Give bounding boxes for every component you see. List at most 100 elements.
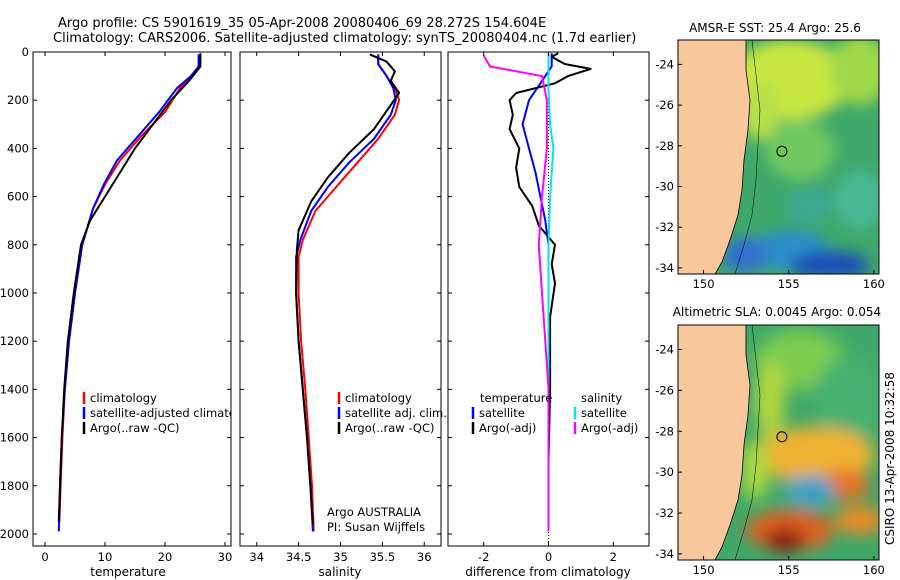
x-tick-label: 2	[610, 550, 617, 564]
temperature-legend: climatology satellite-adjusted climatolo…	[82, 391, 260, 435]
x-tick-label: 30	[218, 550, 233, 564]
pi-credit: PI: Susan Wijffels	[327, 520, 425, 534]
sst-patch	[765, 120, 835, 180]
series-argo-raw-qc	[295, 53, 401, 525]
y-tick-label: 1200	[0, 334, 29, 348]
map-x-tick-label: 155	[778, 563, 800, 577]
sst-land	[678, 40, 750, 274]
series-satellite-adjusted-climatology	[57, 54, 200, 532]
legend-label-satellite: satellite-adjusted climatology	[90, 406, 260, 420]
map-x-tick-label: 150	[693, 277, 715, 291]
sst-map-panel: AMSR-E SST: 25.4 Argo: 25.6	[655, 21, 885, 291]
map-y-tick-label: -34	[655, 547, 674, 561]
salinity-panel: 34 34.5 35 35.5 36 salinity climatology sate…	[239, 51, 447, 579]
sst-patch	[830, 40, 879, 105]
x-tick-label: 0	[545, 550, 552, 564]
x-tick-label: 10	[98, 550, 113, 564]
y-tick-label: 0	[22, 45, 29, 59]
salinity-legend: climatology satellite adj. clim. Argo(..…	[337, 391, 447, 435]
map-y-tick-label: -24	[655, 57, 674, 71]
sst-patch	[790, 251, 870, 274]
series-argo-raw-qc	[57, 53, 202, 522]
sst-coastline	[714, 40, 751, 274]
sla-patch	[755, 360, 785, 440]
series-argo-adj-salinity	[482, 55, 550, 532]
sst-shelf-contour	[734, 40, 761, 274]
legend-label-temp-satellite: satellite	[479, 406, 525, 420]
map-x-tick-label: 150	[693, 563, 715, 577]
map-x-tick-label: 160	[863, 563, 885, 577]
sst-patch	[835, 170, 879, 230]
map-y-tick-label: -26	[655, 98, 674, 112]
sst-float-marker	[776, 145, 788, 157]
y-tick-label: 600	[7, 190, 29, 204]
map-x-tick-label: 155	[778, 277, 800, 291]
sla-patch	[765, 528, 805, 552]
map-x-tick-label: 160	[863, 277, 885, 291]
figure-title-line2: Climatology: CARS2006. Satellite-adjuste…	[53, 31, 636, 46]
legend-header-salinity: salinity	[581, 391, 622, 405]
map-y-tick-label: -24	[655, 343, 674, 357]
x-tick-label: 36	[417, 550, 432, 564]
sst-field	[723, 40, 879, 274]
sla-coastline	[714, 325, 751, 560]
y-tick-label: 1400	[0, 382, 29, 396]
sla-patch	[785, 475, 835, 505]
x-tick-label: 0	[41, 550, 48, 564]
x-tick-label: 35	[333, 550, 348, 564]
legend-label-climatology: climatology	[90, 391, 157, 405]
salinity-axis-label: salinity	[318, 565, 361, 579]
y-tick-label: 400	[7, 141, 29, 155]
difference-panel: -2 0 2 difference from climatology tempera…	[447, 51, 650, 579]
sla-shelf-contour	[734, 325, 761, 560]
sst-patch	[723, 237, 767, 273]
map-y-tick-label: -30	[655, 180, 674, 194]
sst-map-frame	[677, 39, 880, 275]
temperature-panel: 0 10 20 30 0 200 400 600 800 1000 1200 1400 1600 1800…	[0, 45, 260, 579]
sst-patch	[785, 187, 835, 223]
temperature-axis-label: temperature	[90, 565, 165, 579]
difference-axis-label: difference from climatology	[465, 565, 631, 579]
x-tick-label: -2	[478, 550, 489, 564]
figure-title-line1: Argo profile: CS 5901619_35 05-Apr-2008 …	[58, 16, 546, 31]
legend-label-sal-argo: Argo(-adj)	[581, 421, 638, 435]
sla-land	[678, 325, 750, 560]
legend-label-sal-satellite: satellite	[581, 406, 627, 420]
series-satellite-salinity	[547, 53, 555, 532]
map-y-tick-label: -34	[655, 261, 674, 275]
legend-label-argo: Argo(..raw -QC)	[345, 421, 435, 435]
argo-australia-credit: Argo AUSTRALIA	[327, 505, 421, 519]
map-y-tick-label: -32	[655, 506, 674, 520]
x-tick-label: 20	[158, 550, 173, 564]
sla-field	[740, 330, 879, 552]
map-y-tick-label: -28	[655, 424, 674, 438]
y-tick-label: 200	[7, 93, 29, 107]
series-climatology	[58, 54, 201, 522]
sst-map-title: AMSR-E SST: 25.4 Argo: 25.6	[689, 21, 861, 35]
y-tick-label: 1600	[0, 431, 29, 445]
map-y-tick-label: -30	[655, 465, 674, 479]
csiro-timestamp: CSIRO 13-Apr-2008 10:32:58	[883, 372, 897, 545]
y-tick-label: 1800	[0, 479, 29, 493]
sla-map-frame	[677, 324, 880, 561]
salinity-axes-box	[239, 51, 442, 547]
map-y-tick-label: -26	[655, 383, 674, 397]
sla-map-panel: Altimetric SLA: 0.0045 Argo: 0.054	[655, 305, 885, 577]
x-tick-label: 34.5	[286, 550, 312, 564]
legend-label-argo: Argo(..raw -QC)	[90, 421, 180, 435]
difference-legend: temperature salinity satellite Argo(-adj…	[471, 391, 638, 435]
y-tick-label: 800	[7, 238, 29, 252]
x-tick-label: 34	[249, 550, 264, 564]
sla-patch	[740, 440, 770, 500]
legend-label-temp-argo: Argo(-adj)	[479, 421, 536, 435]
y-tick-label: 1000	[0, 286, 29, 300]
temperature-axes-box	[32, 51, 232, 547]
series-argo-adj-temperature	[508, 52, 592, 532]
map-y-tick-label: -28	[655, 139, 674, 153]
x-tick-label: 35.5	[370, 550, 396, 564]
legend-label-satellite: satellite adj. clim.	[345, 406, 447, 420]
legend-header-temperature: temperature	[480, 391, 552, 405]
sla-patch	[835, 505, 879, 535]
